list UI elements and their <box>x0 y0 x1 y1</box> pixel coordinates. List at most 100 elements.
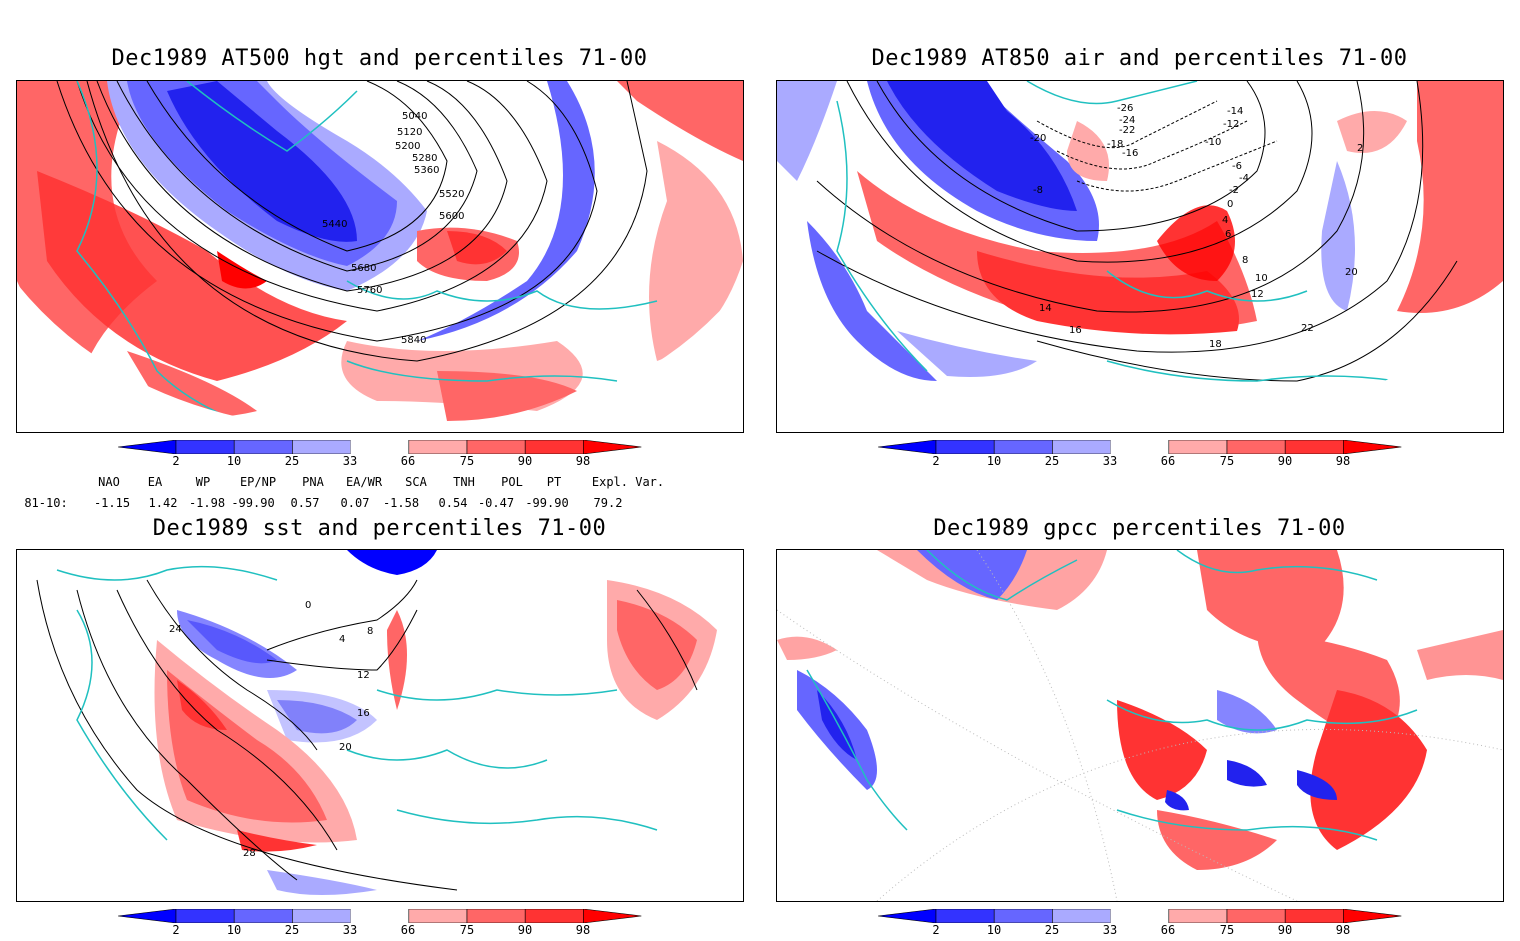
index-value: 0.07 <box>340 496 370 510</box>
index-value: 0.57 <box>290 496 320 510</box>
contour-label: -14 <box>1227 106 1243 117</box>
contour-label: -12 <box>1223 119 1239 130</box>
colorbar-segment <box>993 909 1053 923</box>
map-panel-hgt: 5040 5120 5200 5280 5360 5440 5520 5600 … <box>16 80 744 433</box>
contour-label: 5440 <box>322 219 347 230</box>
map-panel-gpcc <box>776 549 1504 902</box>
colorbar-segment <box>1226 909 1286 923</box>
colorbar-segment <box>1343 909 1402 923</box>
colorbar-segment <box>1110 440 1169 454</box>
colorbar-label: 98 <box>575 454 591 468</box>
colorbar-label: 90 <box>1277 923 1293 937</box>
contour-label: -8 <box>1033 185 1043 196</box>
contour-label: 0 <box>305 600 311 611</box>
index-header: WP <box>195 475 211 489</box>
colorbar-label: 10 <box>226 454 242 468</box>
colorbar-segment <box>292 440 351 454</box>
contour-label: 5520 <box>439 189 464 200</box>
contour-label: 0 <box>1227 199 1233 210</box>
index-value: 1.42 <box>148 496 178 510</box>
index-header: EP/NP <box>239 475 277 489</box>
colorbar-label: 2 <box>932 454 940 468</box>
panel-title-hgt: Dec1989 AT500 hgt and percentiles 71-00 <box>111 46 648 71</box>
colorbar-segment <box>583 440 642 454</box>
contour-label: -16 <box>1122 148 1138 159</box>
colorbar-segment <box>350 909 409 923</box>
panel-title-sst: Dec1989 sst and percentiles 71-00 <box>152 516 607 541</box>
index-value: -1.98 <box>188 496 226 510</box>
panel-title-air: Dec1989 AT850 air and percentiles 71-00 <box>871 46 1408 71</box>
colorbar-label: 75 <box>1219 454 1235 468</box>
contour-label: -4 <box>1239 173 1249 184</box>
colorbar-label: 98 <box>1335 923 1351 937</box>
index-header: NAO <box>98 475 120 489</box>
contour-label: 8 <box>367 626 373 637</box>
contour-label: 18 <box>1209 339 1222 350</box>
colorbar-segment <box>175 909 235 923</box>
colorbar-label: 2 <box>172 454 180 468</box>
contour-label: 12 <box>1251 289 1264 300</box>
map-panel-air: -26 -24 -22 -20 -18 -16 -14 -12 -10 -8 -… <box>776 80 1504 433</box>
index-value: -0.47 <box>477 496 515 510</box>
colorbar-segment <box>118 440 177 454</box>
contour-label: 5840 <box>401 335 426 346</box>
colorbar-label: 90 <box>517 923 533 937</box>
contour-label: -22 <box>1119 125 1135 136</box>
colorbar-segment <box>1168 909 1228 923</box>
colorbar-segment <box>175 440 235 454</box>
colorbar-label: 98 <box>1335 454 1351 468</box>
contour-label: 5120 <box>397 127 422 138</box>
contour-label: 5040 <box>402 111 427 122</box>
colorbar-label: 98 <box>575 923 591 937</box>
colorbar-segment <box>466 909 526 923</box>
contour-label: 20 <box>1345 267 1358 278</box>
contour-label: 16 <box>357 708 370 719</box>
colorbar-label: 25 <box>284 454 300 468</box>
index-value: -1.58 <box>382 496 420 510</box>
colorbar-hgt: 2 10 25 33 66 75 90 98 <box>118 440 642 472</box>
colorbar-label: 25 <box>1044 923 1060 937</box>
contour-label: 14 <box>1039 303 1052 314</box>
colorbar-segment <box>1343 440 1402 454</box>
index-header: PNA <box>302 475 324 489</box>
colorbar-label: 33 <box>342 454 358 468</box>
colorbar-label: 66 <box>400 454 416 468</box>
colorbar-segment <box>993 440 1053 454</box>
colorbar-label: 33 <box>1102 923 1118 937</box>
colorbar-segment <box>466 440 526 454</box>
contour-label: 4 <box>1222 215 1228 226</box>
contour-label: -2 <box>1229 185 1239 196</box>
index-header: POL <box>501 475 523 489</box>
contour-label: -20 <box>1030 133 1046 144</box>
index-header: EA/WR <box>345 475 383 489</box>
map-gpcc <box>777 550 1503 901</box>
colorbar-segment <box>583 909 642 923</box>
index-header: SCA <box>405 475 427 489</box>
colorbar-segment <box>935 440 995 454</box>
colorbar-segment <box>1052 440 1111 454</box>
colorbar-air: 2 10 25 33 66 75 90 98 <box>878 440 1402 472</box>
colorbar-segment <box>408 440 468 454</box>
colorbar-label: 10 <box>986 454 1002 468</box>
colorbar-segment <box>1168 440 1228 454</box>
index-header: Expl. Var. <box>591 475 665 489</box>
colorbar-label: 75 <box>1219 923 1235 937</box>
colorbar-label: 66 <box>1160 454 1176 468</box>
colorbar-label: 2 <box>932 923 940 937</box>
colorbar-segment <box>1284 440 1344 454</box>
colorbar-label: 25 <box>1044 454 1060 468</box>
index-value: 0.54 <box>438 496 468 510</box>
map-sst: 0 4 8 12 16 20 24 28 <box>36 550 717 895</box>
map-hgt: 5040 5120 5200 5280 5360 5440 5520 5600 … <box>17 81 743 432</box>
colorbar-segment <box>524 909 584 923</box>
contour-label: 8 <box>1242 255 1248 266</box>
index-header: EA <box>147 475 163 489</box>
contour-label: 2 <box>1357 143 1363 154</box>
contour-label: 5760 <box>357 285 382 296</box>
colorbar-label: 10 <box>986 923 1002 937</box>
contour-label: 22 <box>1301 323 1314 334</box>
colorbar-segment <box>408 909 468 923</box>
index-value: 79.2 <box>593 496 623 510</box>
colorbar-label: 66 <box>400 923 416 937</box>
colorbar-label: 33 <box>1102 454 1118 468</box>
